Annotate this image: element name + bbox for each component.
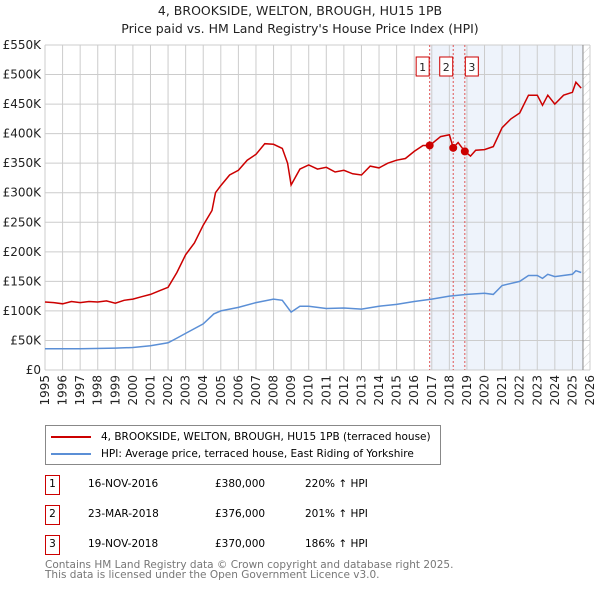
y-tick-label: £0: [26, 363, 41, 377]
sale-row-badge: 1: [45, 475, 60, 495]
x-tick-label: 2007: [249, 375, 263, 406]
sale-point-2: [449, 143, 458, 152]
sale-point-1: [425, 141, 434, 150]
forecast-hatch: [582, 45, 590, 370]
y-tick-label: £350K: [3, 156, 43, 170]
sale-row-badge: 2: [45, 505, 60, 525]
x-tick-label: 2008: [267, 375, 281, 406]
y-tick-label: £250K: [3, 215, 43, 229]
legend-label-hpi: HPI: Average price, terraced house, East…: [101, 448, 414, 460]
x-tick-label: 2024: [548, 375, 562, 406]
y-tick-label: £150K: [3, 274, 43, 288]
x-tick-label: 2025: [565, 375, 579, 406]
x-tick-label: 2019: [460, 375, 474, 406]
sale-badge-label: 1: [419, 61, 426, 74]
x-tick-label: 2002: [161, 375, 175, 406]
x-tick-label: 2013: [354, 375, 368, 406]
chart-title: 4, BROOKSIDE, WELTON, BROUGH, HU15 1PB: [157, 3, 443, 18]
legend: 4, BROOKSIDE, WELTON, BROUGH, HU15 1PB (…: [45, 425, 441, 465]
sale-badge-label: 3: [468, 61, 475, 74]
sale-date: 23-MAR-2018: [88, 508, 159, 520]
x-tick-label: 2009: [284, 375, 298, 406]
x-tick-label: 2017: [425, 375, 439, 406]
y-tick-label: £200K: [3, 245, 43, 259]
x-tick-label: 2023: [530, 375, 544, 406]
sale-badge-1: [415, 56, 430, 77]
x-tick-label: 1996: [56, 375, 70, 406]
shaded-period: [429, 45, 583, 370]
price-chart: £0 £50K £100K £150K £200K £250K £300K £350K £400…: [3, 38, 597, 406]
price-paid-line: [44, 80, 582, 305]
legend-item-price: 4, BROOKSIDE, WELTON, BROUGH, HU15 1PB (…: [46, 429, 431, 445]
y-tick-label: £100K: [3, 304, 43, 318]
legend-swatch-hpi: [51, 453, 91, 455]
x-tick-label: 2020: [478, 375, 492, 406]
sale-price: £370,000: [215, 538, 266, 550]
sale-price: £376,000: [215, 508, 266, 520]
x-tick-label: 2018: [442, 375, 456, 406]
x-tick-label: 2015: [390, 375, 404, 406]
x-tick-label: 1995: [38, 375, 52, 406]
x-tick-label: 2001: [143, 375, 157, 406]
x-tick-label: 2004: [196, 375, 210, 406]
sale-badge-2: [439, 56, 454, 77]
chart-subtitle: Price paid vs. HM Land Registry's House …: [121, 21, 479, 36]
x-tick-label: 2022: [513, 375, 527, 406]
footer-licence: This data is licensed under the Open Gov…: [45, 569, 380, 581]
x-tick-label: 2010: [302, 375, 316, 406]
x-tick-label: 2006: [231, 375, 245, 406]
y-tick-label: £400K: [3, 127, 43, 141]
sale-badge-3: [464, 56, 479, 77]
x-tick-label: 1998: [91, 375, 105, 406]
x-tick-label: 2003: [179, 375, 193, 406]
legend-item-hpi: HPI: Average price, terraced house, East…: [46, 446, 414, 462]
legend-swatch-price: [51, 436, 91, 438]
sale-hpi-change: 186% ↑ HPI: [305, 538, 368, 550]
sale-date: 19-NOV-2018: [88, 538, 159, 550]
x-tick-label: 2021: [495, 375, 509, 406]
y-tick-label: £300K: [3, 186, 43, 200]
sale-price: £380,000: [215, 478, 266, 490]
x-tick-label: 1999: [108, 375, 122, 406]
sale-hpi-change: 201% ↑ HPI: [305, 508, 368, 520]
x-tick-label: 2014: [372, 375, 386, 406]
x-tick-label: 2012: [337, 375, 351, 406]
sale-hpi-change: 220% ↑ HPI: [305, 478, 368, 490]
x-tick-label: 2005: [214, 375, 228, 406]
legend-label-price: 4, BROOKSIDE, WELTON, BROUGH, HU15 1PB (…: [101, 431, 431, 443]
y-tick-label: £550K: [3, 38, 43, 52]
x-tick-label: 2011: [319, 375, 333, 406]
y-tick-label: £450K: [3, 97, 43, 111]
footer: Contains HM Land Registry data © Crown c…: [45, 559, 454, 581]
y-tick-label: £50K: [10, 333, 42, 347]
x-tick-label: 2026: [583, 375, 597, 406]
footer-copyright: Contains HM Land Registry data © Crown c…: [45, 559, 454, 571]
hpi-line: [45, 269, 582, 350]
x-tick-label: 2016: [407, 375, 421, 406]
sale-date: 16-NOV-2016: [88, 478, 159, 490]
x-tick-label: 2000: [126, 375, 140, 406]
x-tick-label: 1997: [73, 375, 87, 406]
sale-point-3: [460, 147, 469, 156]
sale-row-badge: 3: [45, 535, 60, 555]
sale-badge-label: 2: [443, 61, 450, 74]
y-tick-label: £500K: [3, 68, 43, 82]
